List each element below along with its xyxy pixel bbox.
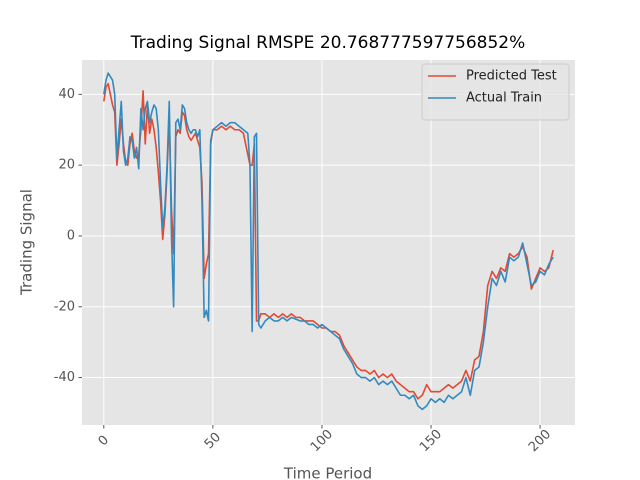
x-tick-label: 200: [526, 427, 554, 455]
x-tick-label: 50: [202, 430, 224, 452]
y-tick-label: 0: [67, 228, 75, 243]
data-line: [103, 72, 554, 411]
legend: Predicted Test Actual Train: [421, 63, 570, 121]
y-tick-label: -20: [54, 299, 75, 314]
lines: [103, 72, 554, 411]
x-tick-label: 0: [96, 433, 112, 449]
data-line: [103, 82, 554, 400]
y-axis-label: Trading Signal: [18, 189, 36, 296]
legend-box: [421, 63, 570, 121]
y-tick-label: -40: [54, 370, 75, 385]
x-tick-label: 150: [417, 427, 445, 455]
plot-area: [82, 60, 575, 425]
y-tick-label: 20: [58, 158, 75, 173]
chart-title: Trading Signal RMSPE 20.768777597756852%: [130, 33, 526, 53]
y-tick-label: 40: [58, 87, 75, 102]
legend-label: Predicted Test: [466, 69, 557, 84]
x-tick-label: 100: [308, 427, 336, 455]
grid: [82, 60, 575, 425]
legend-label: Actual Train: [466, 91, 542, 106]
x-axis-label: Time Period: [283, 465, 372, 480]
